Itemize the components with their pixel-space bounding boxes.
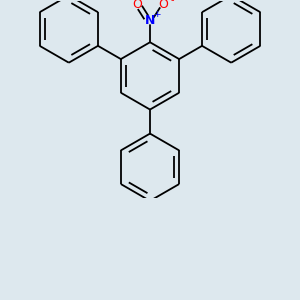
Text: O: O xyxy=(132,0,142,11)
Text: N: N xyxy=(145,14,155,27)
Text: +: + xyxy=(153,10,160,19)
Text: O: O xyxy=(158,0,168,11)
Text: -: - xyxy=(170,0,174,5)
